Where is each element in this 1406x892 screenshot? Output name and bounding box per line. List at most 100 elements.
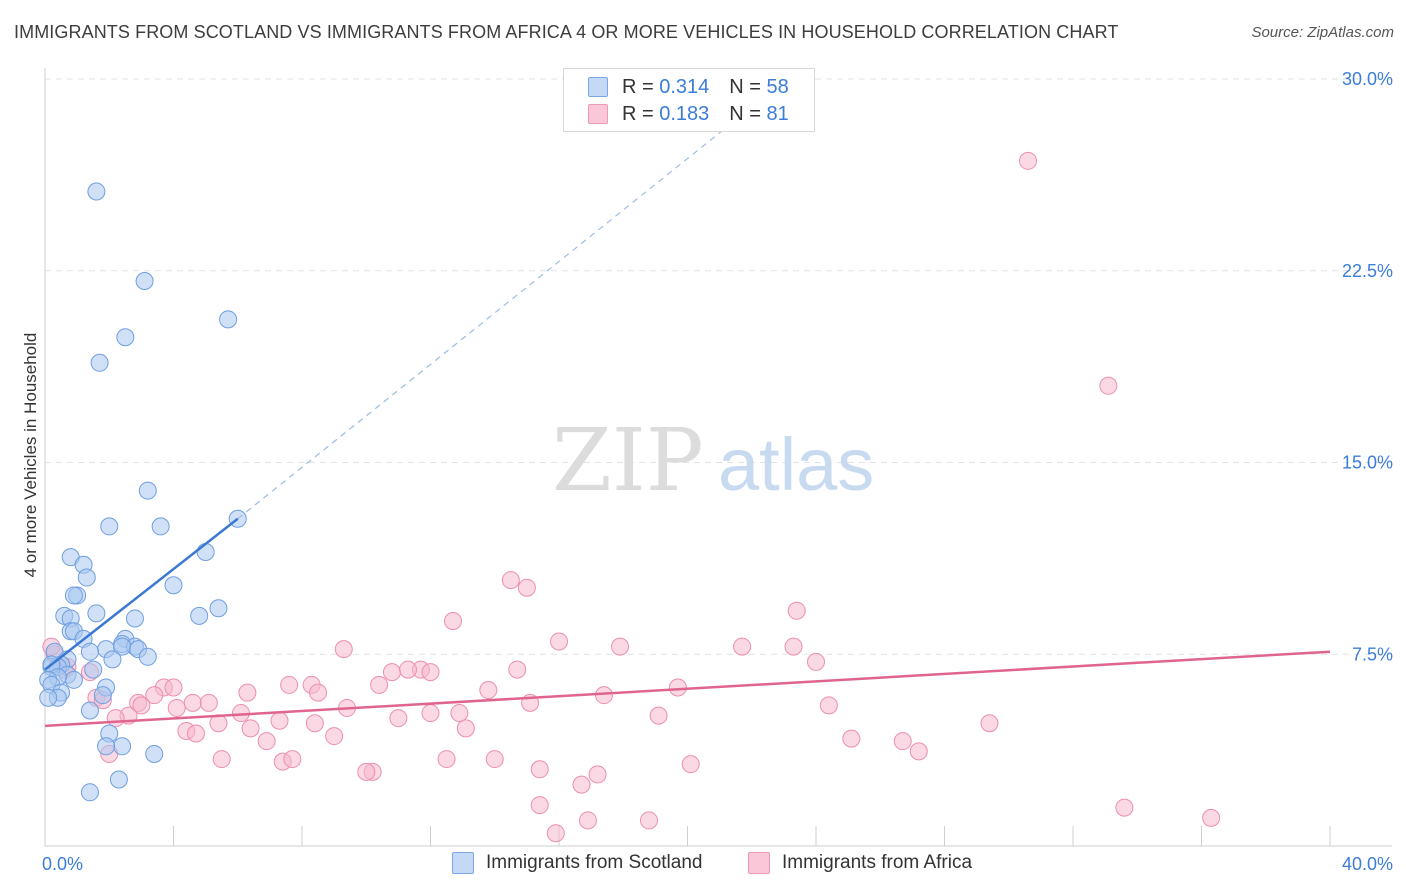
africa-point: [456, 719, 475, 738]
scotland-point: [84, 660, 103, 679]
scotland-trend-line: [44, 517, 239, 671]
scotland-point: [113, 737, 132, 756]
correlation-legend: R = 0.314 N = 58 R = 0.183 N = 81: [563, 68, 815, 132]
scotland-point: [80, 701, 99, 720]
scotland-point: [138, 647, 157, 666]
scotland-point: [125, 609, 144, 628]
watermark: ZIP atlas: [552, 411, 874, 511]
africa-point: [421, 704, 440, 723]
africa-point: [588, 765, 607, 784]
africa-point: [733, 637, 752, 656]
scotland-point: [164, 576, 183, 595]
africa-point: [280, 675, 299, 694]
africa-point: [578, 811, 597, 830]
africa-point: [199, 693, 218, 712]
scotland-point: [39, 688, 58, 707]
africa-point: [909, 742, 928, 761]
scotland-legend-swatch: [452, 852, 474, 874]
legend-r-value-africa: 0.183: [659, 102, 710, 125]
y-tick-label: 22.5%: [1342, 261, 1393, 281]
scotland-point: [138, 481, 157, 500]
scotland-point: [87, 604, 106, 623]
africa-point: [668, 678, 687, 697]
scotland-point: [80, 783, 99, 802]
scotland-point: [196, 542, 215, 561]
africa-point: [241, 719, 260, 738]
africa-point: [389, 709, 408, 728]
africa-point: [842, 729, 861, 748]
legend-n-value-scotland: 58: [766, 75, 789, 98]
africa-point: [546, 824, 565, 843]
africa-swatch: [588, 104, 608, 124]
africa-point: [164, 678, 183, 697]
scotland-point: [77, 568, 96, 587]
y-tick-label: 7.5%: [1352, 644, 1393, 664]
africa-point: [611, 637, 630, 656]
africa-point: [132, 696, 151, 715]
africa-point: [421, 663, 440, 682]
africa-point: [517, 578, 536, 597]
x-tick-label: 0.0%: [42, 854, 83, 874]
scotland-legend-label: Immigrants from Scotland: [486, 852, 703, 873]
africa-point: [443, 612, 462, 631]
africa-point: [334, 640, 353, 659]
y-axis-label: 4 or more Vehicles in Household: [21, 333, 40, 578]
scotland-point: [64, 670, 83, 689]
africa-point: [370, 675, 389, 694]
scotland-point: [93, 686, 112, 705]
africa-point: [681, 755, 700, 774]
africa-point: [399, 660, 418, 679]
africa-point: [501, 571, 520, 590]
africa-point: [1019, 151, 1038, 170]
africa-point: [183, 693, 202, 712]
legend-r-label: R =: [622, 75, 654, 98]
watermark-zip: ZIP: [552, 411, 704, 511]
scotland-point: [109, 770, 128, 789]
scotland-swatch: [588, 77, 608, 97]
africa-point: [639, 811, 658, 830]
africa-point: [1099, 376, 1118, 395]
legend-row-scotland: R = 0.314 N = 58: [588, 75, 789, 99]
africa-point: [508, 660, 527, 679]
scotland-point: [87, 182, 106, 201]
scotland-point: [209, 599, 228, 618]
bottom-legend-africa: Immigrants from Africa: [748, 852, 972, 874]
tick-labels: 7.5% 15.0% 22.5% 30.0% 0.0% 40.0%: [42, 69, 1393, 874]
africa-point: [212, 750, 231, 769]
scotland-point: [64, 586, 83, 605]
africa-point: [437, 750, 456, 769]
africa-point: [530, 796, 549, 815]
legend-n-label: N =: [729, 75, 761, 98]
africa-point: [893, 732, 912, 751]
africa-point: [257, 732, 276, 751]
africa-point: [572, 775, 591, 794]
scotland-point: [151, 517, 170, 536]
africa-point: [485, 750, 504, 769]
scotland-point: [97, 737, 116, 756]
africa-point: [819, 696, 838, 715]
scotland-point: [100, 517, 119, 536]
legend-row-africa: R = 0.183 N = 81: [588, 102, 789, 126]
source-label: Source: ZipAtlas.com: [1251, 24, 1394, 41]
trend-lines: [44, 106, 1331, 728]
scotland-point: [145, 744, 164, 763]
legend-n-label: N =: [729, 102, 761, 125]
africa-point: [305, 714, 324, 733]
chart-title: IMMIGRANTS FROM SCOTLAND VS IMMIGRANTS F…: [14, 22, 1119, 42]
africa-point: [309, 683, 328, 702]
legend-n-value-africa: 81: [766, 102, 789, 125]
y-tick-label: 30.0%: [1342, 69, 1393, 89]
africa-point: [550, 632, 568, 651]
scotland-point: [103, 650, 122, 669]
africa-point: [450, 704, 469, 723]
africa-legend-label: Immigrants from Africa: [782, 852, 973, 873]
y-tick-label: 15.0%: [1342, 453, 1393, 473]
scotland-point: [219, 310, 238, 329]
legend-r-label: R =: [622, 102, 654, 125]
africa-point: [238, 683, 257, 702]
africa-point: [106, 709, 125, 728]
scotland-point: [116, 328, 135, 347]
africa-trend-line: [44, 650, 1331, 728]
africa-point: [1202, 808, 1221, 827]
scotland-point: [190, 606, 209, 625]
